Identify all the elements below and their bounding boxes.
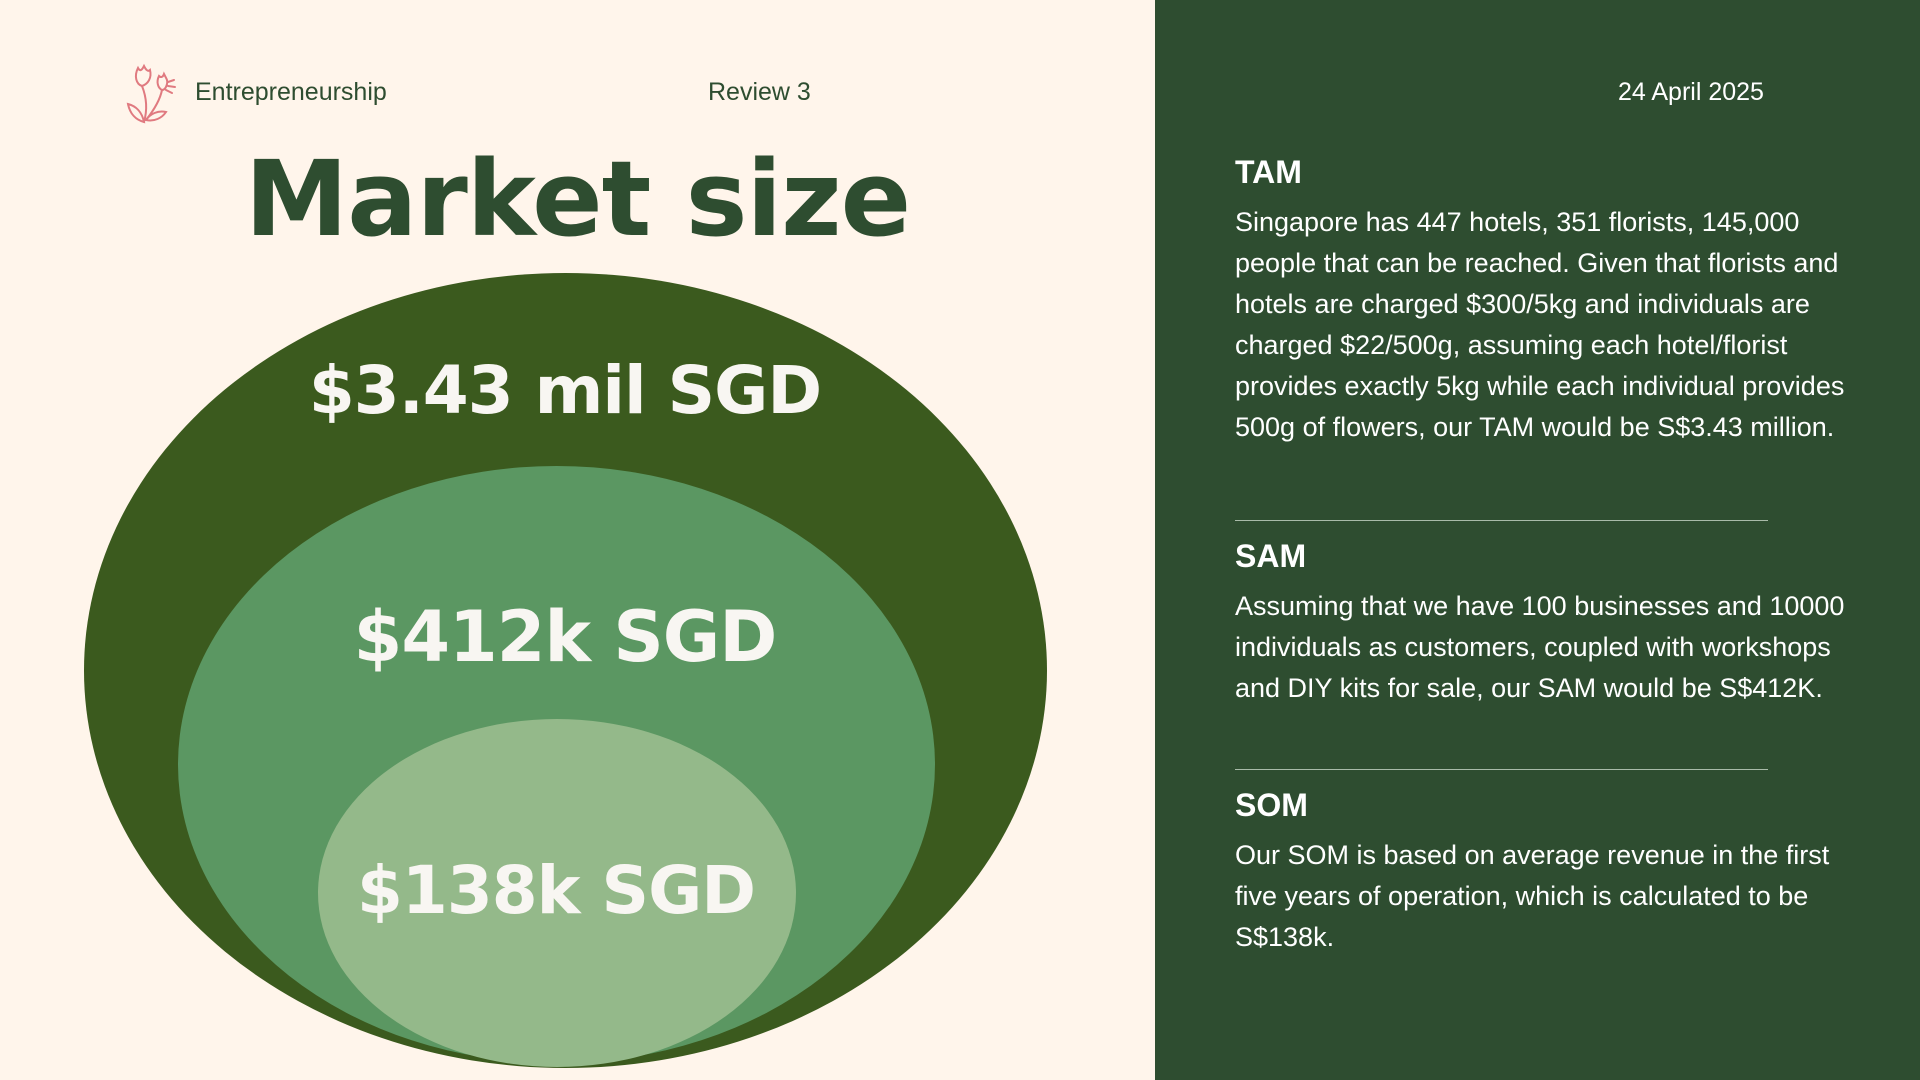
sam-value: $412k SGD [353, 596, 778, 678]
brand-label: Entrepreneurship [195, 78, 387, 106]
tam-description: Singapore has 447 hotels, 351 florists, … [1235, 207, 1845, 442]
sam-heading: SAM [1235, 538, 1307, 574]
som-description: Our SOM is based on average revenue in t… [1235, 840, 1830, 952]
tam-section: TAM Singapore has 447 hotels, 351 floris… [1235, 152, 1875, 448]
right-panel [1155, 0, 1920, 1080]
divider [1235, 769, 1768, 770]
sam-description: Assuming that we have 100 businesses and… [1235, 591, 1845, 703]
som-value: $138k SGD [356, 852, 756, 929]
date-label: 24 April 2025 [1618, 78, 1764, 106]
page-title: Market size [244, 138, 911, 260]
tam-value: $3.43 mil SGD [308, 352, 822, 429]
sam-section: SAM Assuming that we have 100 businesses… [1235, 536, 1875, 709]
som-ellipse [318, 719, 796, 1067]
left-panel: Entrepreneurship Review 3 Market size $3… [84, 63, 1047, 1068]
tam-heading: TAM [1235, 154, 1302, 190]
som-section: SOM Our SOM is based on average revenue … [1235, 785, 1875, 958]
tulip-icon [126, 63, 176, 124]
som-heading: SOM [1235, 787, 1308, 823]
review-label: Review 3 [708, 78, 811, 106]
divider [1235, 520, 1768, 521]
